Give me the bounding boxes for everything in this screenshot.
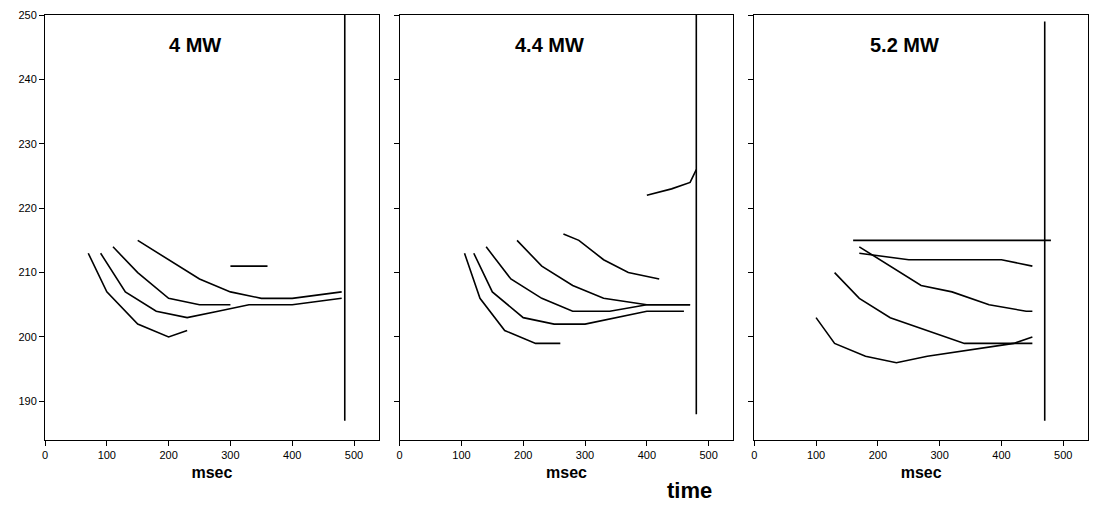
svg-text:200: 200: [159, 449, 177, 461]
svg-text:500: 500: [345, 449, 363, 461]
svg-text:4 MW: 4 MW: [169, 34, 221, 56]
svg-text:400: 400: [638, 449, 656, 461]
svg-text:400: 400: [283, 449, 301, 461]
svg-text:0: 0: [397, 449, 403, 461]
svg-text:msec: msec: [546, 464, 587, 481]
svg-text:200: 200: [514, 449, 532, 461]
svg-text:5.2 MW: 5.2 MW: [870, 34, 939, 56]
svg-text:300: 300: [576, 449, 594, 461]
svg-text:400: 400: [992, 449, 1010, 461]
svg-text:250: 250: [18, 9, 36, 21]
svg-text:210: 210: [18, 266, 36, 278]
svg-text:220: 220: [18, 202, 36, 214]
svg-text:230: 230: [18, 138, 36, 150]
svg-text:190: 190: [18, 395, 36, 407]
svg-text:time: time: [667, 478, 712, 503]
svg-text:0: 0: [751, 449, 757, 461]
svg-text:0: 0: [42, 449, 48, 461]
svg-text:4.4 MW: 4.4 MW: [515, 34, 584, 56]
svg-text:240: 240: [18, 73, 36, 85]
svg-text:100: 100: [452, 449, 470, 461]
svg-text:msec: msec: [901, 464, 942, 481]
svg-text:100: 100: [98, 449, 116, 461]
svg-text:500: 500: [699, 449, 717, 461]
svg-text:200: 200: [869, 449, 887, 461]
svg-text:200: 200: [18, 331, 36, 343]
svg-text:msec: msec: [191, 464, 232, 481]
svg-text:500: 500: [1054, 449, 1072, 461]
svg-text:100: 100: [807, 449, 825, 461]
svg-text:300: 300: [221, 449, 239, 461]
svg-text:300: 300: [930, 449, 948, 461]
